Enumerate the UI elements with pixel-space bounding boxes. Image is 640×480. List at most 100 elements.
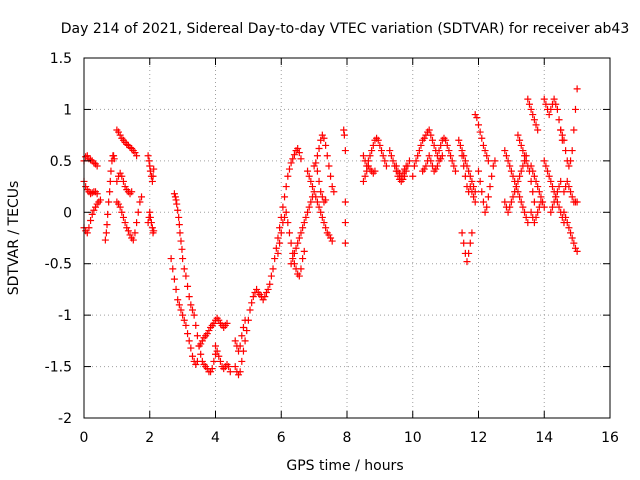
data-point (264, 285, 272, 293)
data-point (313, 198, 321, 206)
data-point (405, 157, 413, 165)
data-point (532, 177, 540, 185)
data-point (488, 172, 496, 180)
data-point (435, 147, 443, 155)
data-point (193, 357, 201, 365)
data-point (451, 167, 459, 175)
data-point (512, 183, 520, 191)
data-point (563, 219, 571, 227)
data-point (223, 319, 231, 327)
data-point (463, 258, 471, 266)
series-arc-j (170, 190, 219, 376)
data-point (478, 134, 486, 142)
data-point (188, 306, 196, 314)
series-arc-n (231, 145, 305, 379)
data-point (171, 193, 179, 201)
data-point (560, 208, 568, 216)
data-point (547, 177, 555, 185)
data-point (540, 95, 548, 103)
data-point (131, 149, 139, 157)
data-point (470, 193, 478, 201)
data-point (179, 311, 187, 319)
data-point (235, 347, 243, 355)
data-point (182, 272, 190, 280)
data-point (107, 167, 115, 175)
data-point (180, 265, 188, 273)
data-point (320, 134, 328, 142)
data-point (121, 219, 129, 227)
data-point (412, 157, 420, 165)
data-point (450, 162, 458, 170)
data-point (253, 285, 261, 293)
data-point (371, 167, 379, 175)
series-arc-ap (557, 85, 581, 170)
data-point (284, 219, 292, 227)
data-point (118, 208, 126, 216)
data-point (550, 198, 558, 206)
data-point (330, 188, 338, 196)
data-point (315, 177, 323, 185)
data-point (101, 236, 109, 244)
data-point (491, 157, 499, 165)
y-tick-label: -1.5 (45, 360, 72, 376)
data-point (231, 363, 239, 371)
data-point (239, 323, 247, 331)
data-point (261, 293, 269, 301)
data-point (294, 239, 302, 247)
series-arc-ao (547, 177, 565, 216)
data-point (479, 141, 487, 149)
data-point (307, 177, 315, 185)
data-point (110, 152, 118, 160)
series-arc-aa (419, 152, 446, 175)
data-point (185, 293, 193, 301)
data-point (386, 147, 394, 155)
data-point (325, 162, 333, 170)
data-point (466, 239, 474, 247)
data-point (134, 208, 142, 216)
data-point (106, 177, 114, 185)
data-point (369, 141, 377, 149)
data-point (409, 172, 417, 180)
data-point (83, 152, 91, 160)
data-point (83, 229, 91, 237)
data-point (87, 217, 95, 225)
data-point (530, 198, 538, 206)
data-point (285, 229, 293, 237)
data-point (402, 162, 410, 170)
series-arc-u (340, 126, 349, 247)
data-point (527, 208, 535, 216)
data-point (305, 172, 313, 180)
data-point (274, 234, 282, 242)
data-point (547, 105, 555, 113)
data-point (481, 208, 489, 216)
data-point (550, 95, 558, 103)
data-point (366, 152, 374, 160)
x-axis-label: GPS time / hours (286, 458, 403, 474)
data-point (555, 116, 563, 124)
data-point (269, 265, 277, 273)
data-point (285, 165, 293, 173)
data-point (571, 105, 579, 113)
data-point (527, 105, 535, 113)
data-point (328, 237, 336, 245)
data-point (172, 196, 180, 204)
x-tick-label: 8 (343, 430, 352, 446)
data-point (287, 239, 295, 247)
data-point (320, 219, 328, 227)
data-point (300, 219, 308, 227)
data-point (517, 167, 525, 175)
data-point (148, 177, 156, 185)
data-point (461, 172, 469, 180)
data-point (249, 293, 257, 301)
data-point (322, 224, 330, 232)
data-point (116, 203, 124, 211)
data-point (427, 157, 435, 165)
data-point (304, 208, 312, 216)
data-point (188, 352, 196, 360)
data-point (448, 157, 456, 165)
series-arc-v (359, 134, 390, 170)
data-point (300, 247, 308, 255)
data-point (307, 198, 315, 206)
data-point (88, 189, 96, 197)
data-point (359, 152, 367, 160)
